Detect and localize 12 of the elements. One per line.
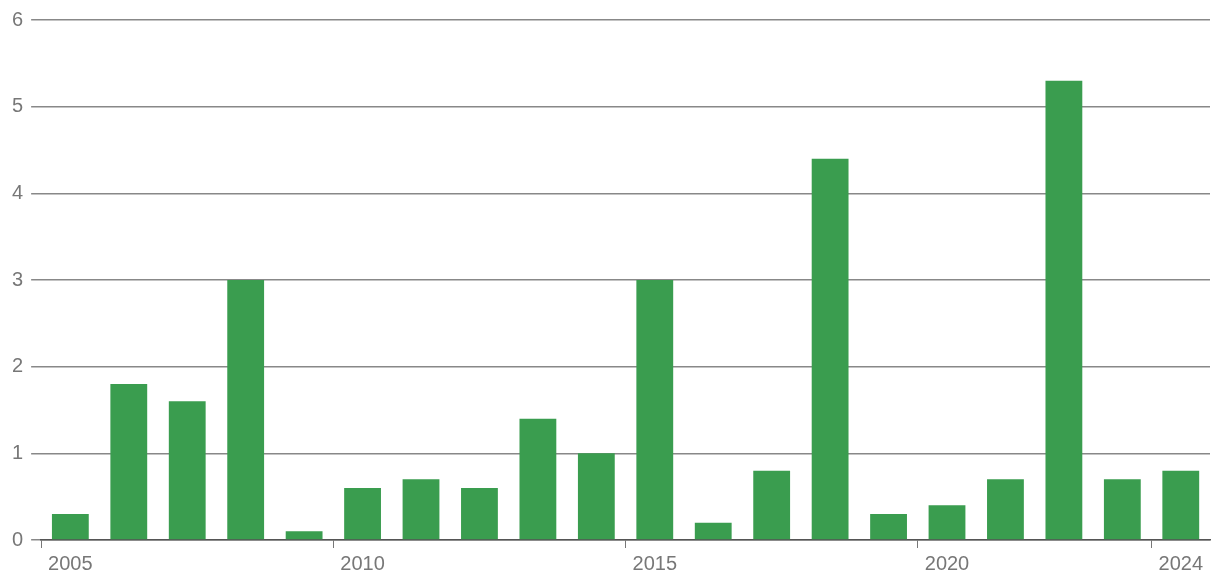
x-tick-label: 2020 xyxy=(924,551,970,574)
x-tick-label: 2024 xyxy=(1158,551,1204,574)
x-tick-label: 2015 xyxy=(632,551,678,574)
y-tick-label: 0 xyxy=(12,527,24,550)
y-tick-label: 6 xyxy=(12,7,24,30)
y-tick-label: 1 xyxy=(12,440,24,463)
x-tick-label: 2010 xyxy=(340,551,385,574)
y-tick-label: 3 xyxy=(12,267,24,290)
x-tick-label: 2005 xyxy=(48,551,93,574)
y-tick-label: 4 xyxy=(12,180,24,203)
y-tick-label: 5 xyxy=(12,94,24,117)
y-tick-label: 2 xyxy=(12,354,24,377)
